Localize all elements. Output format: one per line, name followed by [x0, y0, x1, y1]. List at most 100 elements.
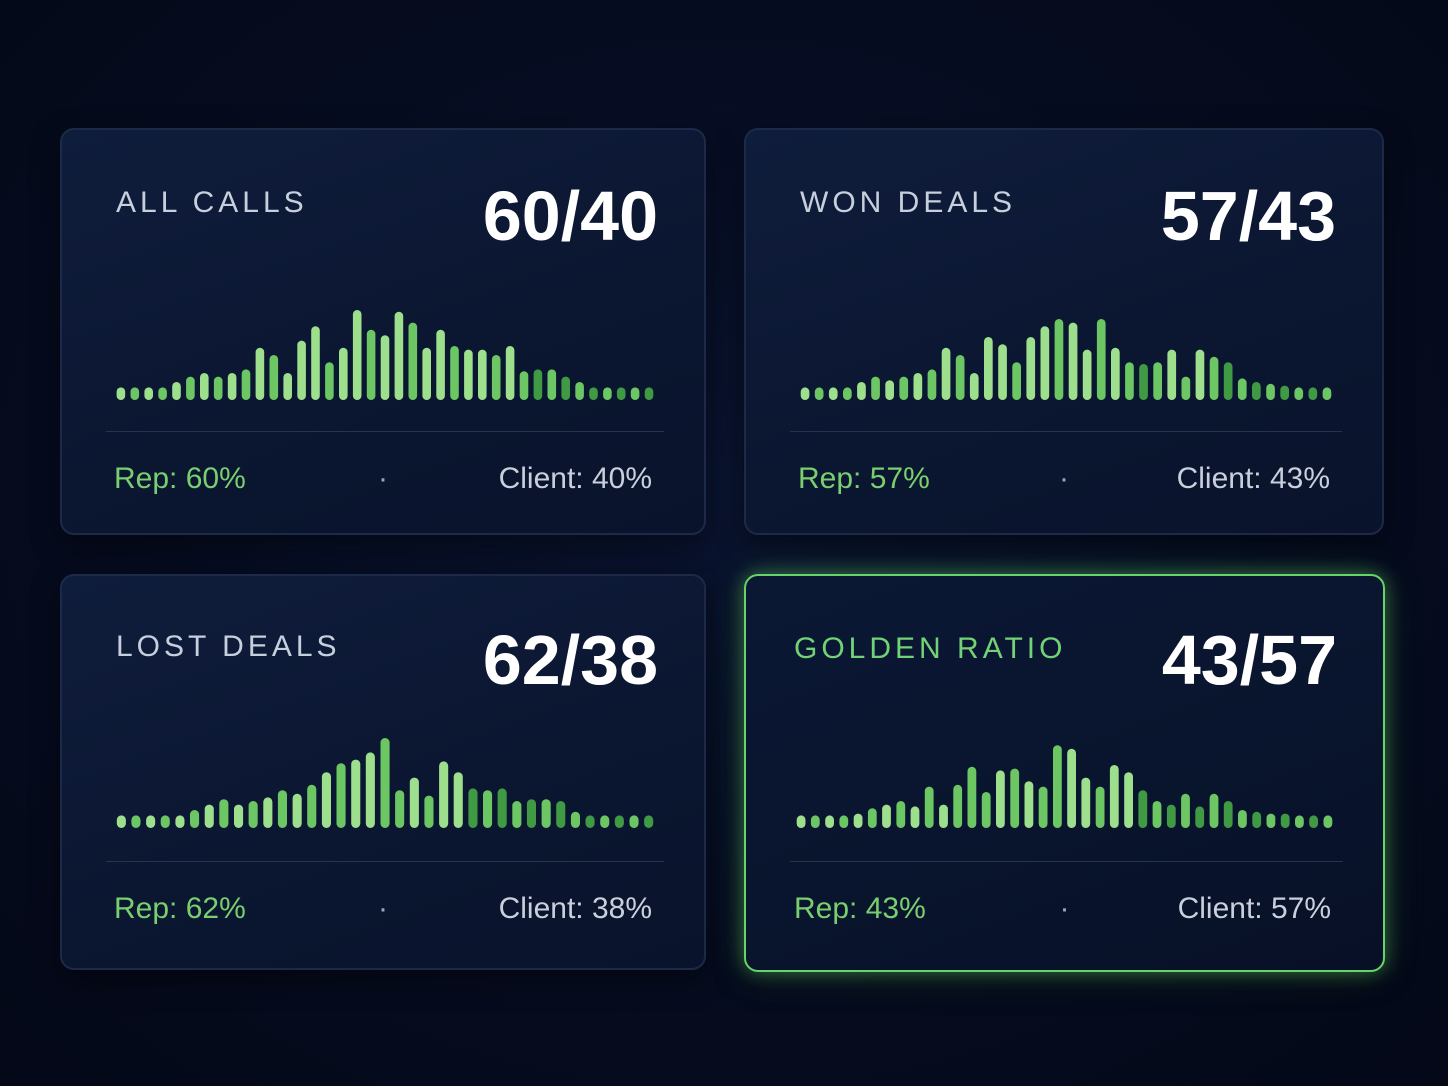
- waveform-bar: [408, 322, 418, 400]
- waveform-bar: [234, 804, 244, 828]
- waveform-bar: [366, 329, 376, 400]
- waveform-bar: [1238, 810, 1247, 828]
- rep-percentage: Rep: 57%: [798, 462, 930, 495]
- waveform-bar: [505, 346, 515, 400]
- waveform-bar: [352, 310, 362, 400]
- separator-dot: ·: [1059, 892, 1070, 925]
- waveform-bar: [292, 793, 302, 828]
- waveform-bar: [1040, 326, 1050, 400]
- waveform-bar: [1012, 362, 1021, 400]
- waveform-bar: [814, 387, 824, 400]
- waveform-bar: [321, 772, 331, 828]
- waveform-bar: [409, 777, 419, 828]
- waveform-bar: [497, 788, 507, 828]
- waveform-bar: [380, 335, 390, 400]
- waveform-bar: [1068, 322, 1078, 400]
- waveform-bar: [1209, 356, 1219, 400]
- card-lost-deals[interactable]: LOST DEALS 62/38 Rep: 62% · Client: 38%: [60, 574, 706, 970]
- waveform-bar: [885, 380, 894, 400]
- ratio-value: 62/38: [482, 621, 658, 699]
- ratio-value: 57/43: [1160, 177, 1336, 255]
- card-won-deals[interactable]: WON DEALS 57/43 Rep: 57% · Client: 43%: [744, 128, 1384, 535]
- waveform-bar: [614, 815, 624, 828]
- ratio-value: 43/57: [1161, 621, 1337, 699]
- waveform-bar: [1010, 768, 1020, 828]
- waveform-bar: [158, 387, 167, 400]
- waveform-bar: [882, 804, 891, 828]
- client-percentage: Client: 38%: [498, 892, 652, 925]
- waveform-bar: [1322, 387, 1332, 400]
- card-title: GOLDEN RATIO: [794, 632, 1067, 665]
- waveform-bar: [953, 784, 963, 828]
- waveform-bar: [981, 792, 991, 828]
- waveform-bar: [277, 790, 287, 828]
- waveform-bar: [269, 355, 279, 400]
- waveform-bar: [629, 815, 639, 828]
- waveform-bar: [1295, 815, 1304, 828]
- divider: [790, 861, 1343, 862]
- waveform-bar: [186, 376, 195, 400]
- waveform-bar: [941, 347, 951, 400]
- waveform-bar: [1294, 387, 1304, 400]
- card-golden-ratio[interactable]: GOLDEN RATIO 43/57 Rep: 43% · Client: 57…: [744, 574, 1385, 972]
- waveform-bar: [204, 804, 214, 828]
- waveform-bar: [351, 759, 361, 828]
- waveform-bar: [307, 784, 317, 828]
- waveform-bar: [395, 790, 405, 828]
- waveform-bar: [1139, 364, 1148, 400]
- rep-percentage: Rep: 60%: [114, 462, 246, 495]
- waveform-bar: [175, 815, 185, 828]
- waveform-bar: [200, 373, 209, 400]
- waveform-bar: [160, 815, 170, 828]
- waveform-bar: [1195, 806, 1205, 828]
- waveform-bar: [570, 811, 580, 828]
- waveform-bar: [603, 387, 612, 400]
- waveform-bar: [213, 376, 223, 400]
- waveform-bar: [365, 752, 375, 828]
- ratio-value: 60/40: [482, 177, 658, 255]
- waveform-bar: [1067, 748, 1076, 828]
- waveform-bar: [939, 804, 948, 828]
- waveform-bar: [468, 788, 478, 828]
- waveform-bar: [311, 326, 320, 400]
- waveform-bar: [172, 382, 181, 400]
- waveform-bar: [896, 801, 906, 828]
- waveform-bar: [380, 738, 390, 828]
- waveform-bar: [422, 347, 431, 400]
- waveform-bar: [297, 340, 306, 400]
- separator-dot: ·: [1059, 462, 1069, 495]
- client-percentage: Client: 57%: [1177, 892, 1331, 925]
- waveform-bar: [839, 815, 849, 828]
- separator-dot: ·: [378, 462, 388, 495]
- waveform-bar: [1111, 347, 1120, 400]
- divider: [790, 431, 1342, 432]
- card-all-calls[interactable]: ALL CALLS 60/40 Rep: 60% · Client: 40%: [60, 128, 706, 535]
- waveform-bar: [144, 387, 153, 400]
- waveform-bar: [1024, 781, 1034, 828]
- waveform-bar: [450, 346, 459, 400]
- waveform-bar: [263, 797, 273, 828]
- waveform-bar: [967, 766, 977, 828]
- waveform-bar: [984, 337, 993, 400]
- waveform-bar: [1266, 813, 1276, 828]
- waveform-bar: [1323, 815, 1333, 828]
- waveform-bar: [924, 786, 934, 828]
- waveform-bar: [1209, 793, 1219, 828]
- waveform-bar: [853, 813, 863, 828]
- waveform-bar: [453, 772, 463, 828]
- waveform-bar: [1152, 801, 1162, 828]
- waveform-bar: [927, 369, 937, 400]
- card-title: LOST DEALS: [116, 630, 341, 663]
- waveform-bar: [512, 801, 522, 828]
- waveform-bar: [644, 815, 654, 828]
- waveform-bar: [1280, 813, 1290, 828]
- waveform-bar: [1124, 772, 1133, 828]
- waveform-bar: [561, 376, 570, 400]
- talk-ratio-waveform: [114, 738, 656, 828]
- waveform-bar: [998, 344, 1007, 400]
- waveform-bar: [526, 799, 536, 828]
- waveform-bar: [1038, 786, 1048, 828]
- waveform-bar: [248, 801, 258, 828]
- waveform-bar: [1223, 362, 1233, 400]
- waveform-bar: [478, 349, 487, 400]
